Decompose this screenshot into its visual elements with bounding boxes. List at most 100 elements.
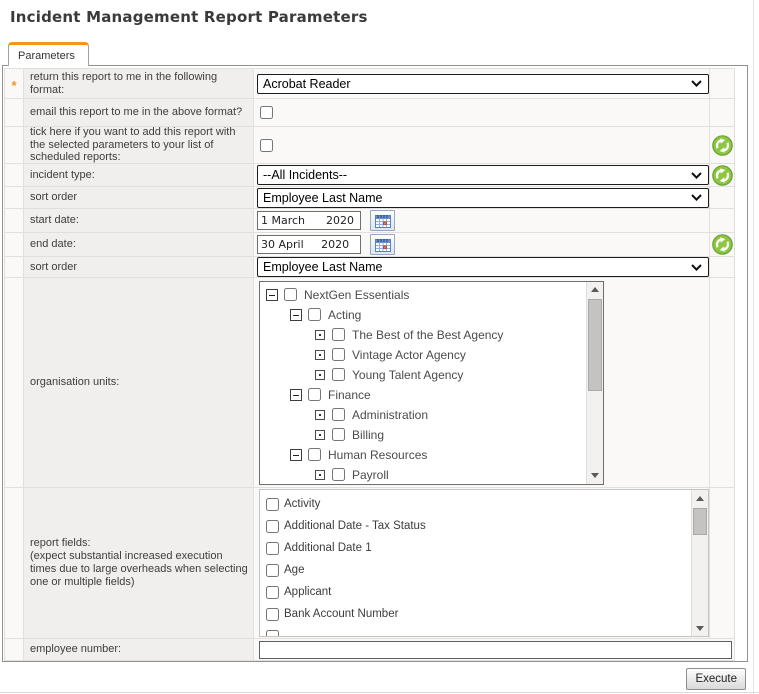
tree-node-label: Acting: [328, 307, 362, 322]
tree-node-checkbox[interactable]: [332, 368, 345, 381]
report-field-item[interactable]: [260, 625, 691, 636]
report-field-item[interactable]: Activity: [260, 493, 691, 515]
tree-node[interactable]: Human Resources: [260, 445, 586, 465]
incident-type-select[interactable]: --All Incidents--: [257, 165, 709, 185]
tree-node-checkbox[interactable]: [284, 288, 297, 301]
start-date-label: start date:: [24, 209, 254, 232]
report-field-label: Age: [284, 564, 305, 576]
scroll-up-button[interactable]: [692, 490, 708, 506]
format-select-value: Acrobat Reader: [263, 76, 351, 91]
report-field-checkbox[interactable]: [266, 585, 279, 599]
report-field-item[interactable]: Applicant: [260, 581, 691, 603]
report-field-checkbox[interactable]: [266, 607, 279, 621]
report-field-item[interactable]: Bank Account Number: [260, 603, 691, 625]
report-field-checkbox[interactable]: [266, 497, 279, 511]
report-field-checkbox[interactable]: [266, 519, 279, 533]
tree-node[interactable]: Billing: [260, 425, 586, 445]
tree-node-checkbox[interactable]: [332, 428, 345, 441]
refresh-icon[interactable]: [711, 164, 733, 186]
collapse-icon[interactable]: [265, 288, 278, 301]
required-marker: *: [11, 77, 17, 93]
report-field-item[interactable]: Age: [260, 559, 691, 581]
report-fields-label: report fields:: [30, 537, 91, 550]
report-field-checkbox[interactable]: [266, 629, 279, 636]
tree-node-label: NextGen Essentials: [304, 287, 410, 302]
tree-node[interactable]: The Best of the Best Agency: [260, 325, 586, 345]
tree-node[interactable]: Acting: [260, 305, 586, 325]
end-date-calendar-button[interactable]: [370, 234, 395, 255]
end-date-input[interactable]: [257, 235, 361, 254]
tree-node-checkbox[interactable]: [332, 408, 345, 421]
tree-node[interactable]: NextGen Essentials: [260, 285, 586, 305]
row-incident-type: incident type: --All Incidents--: [5, 164, 734, 187]
chevron-down-icon: [691, 171, 702, 179]
tree-node-label: Billing: [352, 427, 385, 442]
tree-node-checkbox[interactable]: [332, 348, 345, 361]
collapse-icon[interactable]: [289, 308, 302, 321]
tree-scroll-thumb[interactable]: [588, 298, 602, 391]
tree-node-label: Vintage Actor Agency: [352, 347, 466, 362]
sort-order-select-value: Employee Last Name: [263, 190, 383, 205]
tree-scroll-track[interactable]: [587, 298, 603, 468]
tree-node-label: Human Resources: [328, 447, 428, 462]
fields-scroll-thumb[interactable]: [693, 508, 707, 535]
sort-order-2-label: sort order: [24, 257, 254, 277]
tree-node-checkbox[interactable]: [308, 448, 321, 461]
employee-number-input[interactable]: [259, 640, 732, 659]
incident-type-select-value: --All Incidents--: [263, 168, 348, 182]
leaf-icon: [314, 349, 325, 360]
tree-node[interactable]: Vintage Actor Agency: [260, 345, 586, 365]
sort-order-2-select[interactable]: Employee Last Name: [257, 257, 709, 277]
fields-scroll-track[interactable]: [692, 506, 708, 620]
row-start-date: start date:: [5, 209, 734, 233]
report-field-item[interactable]: Additional Date 1: [260, 537, 691, 559]
leaf-icon: [314, 369, 325, 380]
tree-node[interactable]: Administration: [260, 405, 586, 425]
tree-node-checkbox[interactable]: [308, 308, 321, 321]
leaf-icon: [314, 409, 325, 420]
row-employee-number: employee number:: [5, 639, 734, 661]
fields-scrollbar[interactable]: [691, 490, 708, 636]
scroll-down-button[interactable]: [587, 468, 603, 484]
format-select[interactable]: Acrobat Reader: [257, 73, 709, 94]
end-date-label: end date:: [24, 233, 254, 256]
report-field-checkbox[interactable]: [266, 563, 279, 577]
schedule-checkbox[interactable]: [260, 138, 273, 152]
sort-order-label: sort order: [24, 187, 254, 208]
tree-scrollbar[interactable]: [586, 281, 603, 484]
collapse-icon[interactable]: [289, 388, 302, 401]
row-format: * return this report to me in the follow…: [5, 69, 734, 99]
collapse-icon[interactable]: [289, 448, 302, 461]
triangle-down-icon: [696, 625, 704, 631]
report-field-checkbox[interactable]: [266, 541, 279, 555]
tree-node[interactable]: Finance: [260, 385, 586, 405]
triangle-up-icon: [591, 287, 599, 292]
tab-parameters[interactable]: Parameters: [8, 42, 89, 66]
tree-node-label: Young Talent Agency: [352, 367, 464, 382]
calendar-icon: [374, 214, 391, 228]
tree-node-label: The Best of the Best Agency: [352, 327, 504, 342]
refresh-icon[interactable]: [711, 134, 733, 156]
tree-node[interactable]: Payroll: [260, 465, 586, 484]
start-date-calendar-button[interactable]: [370, 210, 395, 231]
employee-number-label: employee number:: [24, 639, 254, 660]
report-field-item[interactable]: Additional Date - Tax Status: [260, 515, 691, 537]
email-checkbox[interactable]: [260, 106, 273, 119]
tree-node-checkbox[interactable]: [308, 388, 321, 401]
sort-order-select[interactable]: Employee Last Name: [257, 187, 709, 208]
execute-button[interactable]: Execute: [686, 668, 746, 690]
chevron-down-icon: [691, 263, 702, 271]
page-right-border: [753, 0, 754, 694]
scroll-down-button[interactable]: [692, 620, 708, 636]
refresh-icon[interactable]: [711, 234, 733, 255]
tab-parameters-label: Parameters: [18, 49, 75, 62]
start-date-input[interactable]: [257, 211, 361, 230]
tree-node-checkbox[interactable]: [332, 468, 345, 481]
tree-node[interactable]: Young Talent Agency: [260, 365, 586, 385]
scroll-up-button[interactable]: [587, 282, 603, 298]
tree-node-checkbox[interactable]: [332, 328, 345, 341]
leaf-icon: [314, 329, 325, 340]
row-end-date: end date:: [5, 233, 734, 257]
org-units-tree-content: NextGen Essentials Acting: [260, 282, 586, 484]
